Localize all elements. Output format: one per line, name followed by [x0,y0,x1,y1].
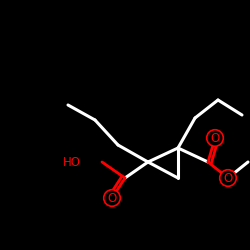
Text: O: O [210,132,220,144]
Text: O: O [224,172,232,184]
Text: HO: HO [63,156,81,168]
Text: O: O [108,192,116,204]
